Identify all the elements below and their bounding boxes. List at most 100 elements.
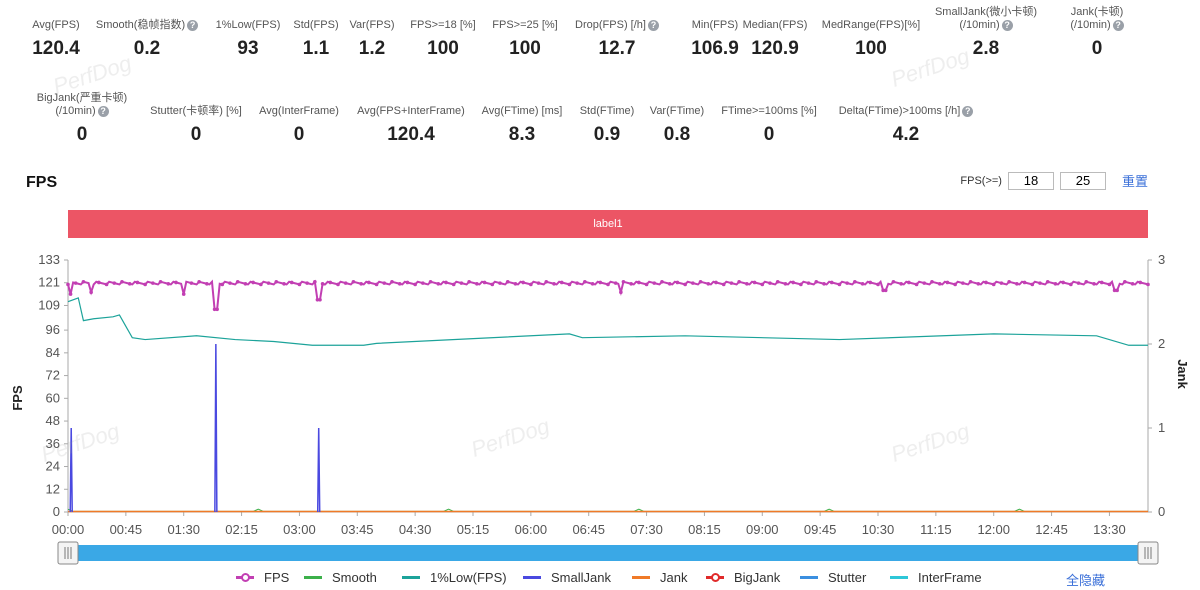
stat-0: Avg(FPS) 120.4 <box>0 2 116 60</box>
x-tick-label: 11:15 <box>920 522 952 537</box>
stat-5: FPS>=18 [%] 100 <box>383 2 503 60</box>
legend-label: Jank <box>660 570 688 585</box>
stat-label: Std(FPS) <box>293 19 339 31</box>
y-tick-label: 24 <box>46 459 60 474</box>
legend-swatch <box>800 576 818 579</box>
threshold-input-2[interactable] <box>1059 171 1106 190</box>
help-icon[interactable]: ? <box>97 105 109 117</box>
legend-item[interactable]: SmallJank <box>523 570 611 585</box>
x-tick-label: 08:15 <box>688 522 721 537</box>
fps-point <box>899 281 903 286</box>
stat-value: 100 <box>427 38 459 59</box>
fps-point <box>683 282 687 287</box>
chart-legend: FPS Smooth 1%Low(FPS) SmallJank Jank BigJank S… <box>0 570 1200 588</box>
stats-row-1: Avg(FPS) 120.4 Smooth(稳帧指数)? 0.2 1%Low(FPS) 9… <box>0 2 1200 60</box>
fps-point <box>282 281 286 286</box>
reset-button[interactable]: 重置 <box>1121 174 1148 189</box>
help-icon[interactable]: ? <box>647 19 659 31</box>
fps-point <box>667 281 672 286</box>
legend-label: 1%Low(FPS) <box>430 570 507 585</box>
fps-point <box>536 281 541 285</box>
stat-4: Var(FPS) 1.2 <box>312 2 432 60</box>
x-tick-label: 13:30 <box>1093 522 1126 537</box>
y-tick-label: 133 <box>38 252 60 267</box>
threshold-label: FPS(>=) <box>960 174 1002 187</box>
legend-item[interactable]: Jank <box>632 570 687 585</box>
fps-point <box>151 281 155 285</box>
stat-value: 0.2 <box>133 38 161 59</box>
legend-item[interactable]: FPS <box>236 570 289 585</box>
fps-point <box>274 279 279 284</box>
fps-point <box>336 282 340 287</box>
fps-point <box>945 280 950 285</box>
stat-value: 120.9 <box>751 38 799 59</box>
help-icon[interactable]: ? <box>187 19 199 31</box>
fps-point <box>552 281 556 286</box>
stat-value: 120.4 <box>387 124 435 145</box>
y-axis-title-left: FPS <box>10 385 25 411</box>
help-icon[interactable]: ? <box>962 105 974 117</box>
fps-point <box>1022 280 1027 285</box>
x-tick-label: 09:45 <box>804 522 837 537</box>
help-icon[interactable]: ? <box>1112 19 1124 31</box>
legend-item[interactable]: 1%Low(FPS) <box>402 570 507 585</box>
fps-point <box>320 281 325 286</box>
fps-point <box>367 280 371 285</box>
fps-point <box>837 282 842 287</box>
stat-6: Var(FTime) 0.8 <box>617 88 737 146</box>
fps-point <box>112 281 117 285</box>
legend-item[interactable]: Stutter <box>800 570 866 585</box>
threshold-input-1[interactable] <box>1007 171 1054 190</box>
stat-label: FPS>=25 [%] <box>492 19 558 31</box>
y-right-tick-label: 2 <box>1158 336 1165 351</box>
legend-item[interactable]: BigJank <box>706 570 780 585</box>
fps-point <box>1092 281 1096 286</box>
legend-item[interactable]: Smooth <box>304 570 377 585</box>
fps-point <box>343 281 348 285</box>
fps-point <box>961 281 965 285</box>
fps-point <box>706 281 711 286</box>
legend-swatch <box>402 576 420 579</box>
stat-3: Std(FPS) 1.1 <box>256 2 376 60</box>
fps-point <box>259 282 263 287</box>
y-axis-title-right: Jank <box>1175 359 1190 389</box>
legend-swatch <box>890 576 908 579</box>
fps-point <box>451 282 456 287</box>
fps-point <box>351 279 356 284</box>
smalljank-spike <box>316 427 321 513</box>
stat-label: Delta(FTime)>100ms [/h]? <box>839 88 974 118</box>
fps-point <box>1112 288 1117 293</box>
y-right-tick-label: 0 <box>1158 504 1165 519</box>
fps-point <box>922 281 927 285</box>
fps-point <box>220 282 225 287</box>
fps-point <box>613 281 618 285</box>
fps-point <box>328 280 333 285</box>
help-icon[interactable]: ? <box>1001 19 1013 31</box>
fps-point <box>390 279 394 284</box>
fps-point <box>1146 282 1150 287</box>
label-bar[interactable]: label1 <box>68 210 1148 238</box>
series-1low <box>67 297 1148 346</box>
hide-all-button[interactable]: 全隐藏 <box>1066 573 1106 588</box>
fps-point <box>181 292 186 296</box>
legend-label: SmallJank <box>551 570 611 585</box>
fps-point <box>799 282 803 287</box>
fps-point <box>490 282 495 287</box>
y-right-tick-label: 3 <box>1158 252 1165 267</box>
fps-point <box>1115 288 1119 293</box>
fps-point <box>421 281 425 285</box>
fps-threshold-control: FPS(>=) 重置 <box>960 171 1148 190</box>
fps-point <box>721 282 726 287</box>
x-tick-label: 12:45 <box>1035 522 1068 537</box>
legend-item[interactable]: InterFrame <box>890 570 982 585</box>
fps-point <box>313 279 317 284</box>
stat-value: 12.7 <box>598 38 636 59</box>
stat-value: 0 <box>190 124 202 145</box>
fps-point <box>698 279 703 284</box>
fps-point <box>853 279 857 284</box>
stats-row-2: BigJank(严重卡顿) (/10min)? 0 Stutter(卡顿率) [%] 0… <box>0 88 1200 146</box>
x-tick-label: 12:00 <box>977 522 1010 537</box>
fps-point <box>215 307 219 312</box>
fps-point <box>644 282 649 287</box>
fps-point <box>783 281 788 286</box>
